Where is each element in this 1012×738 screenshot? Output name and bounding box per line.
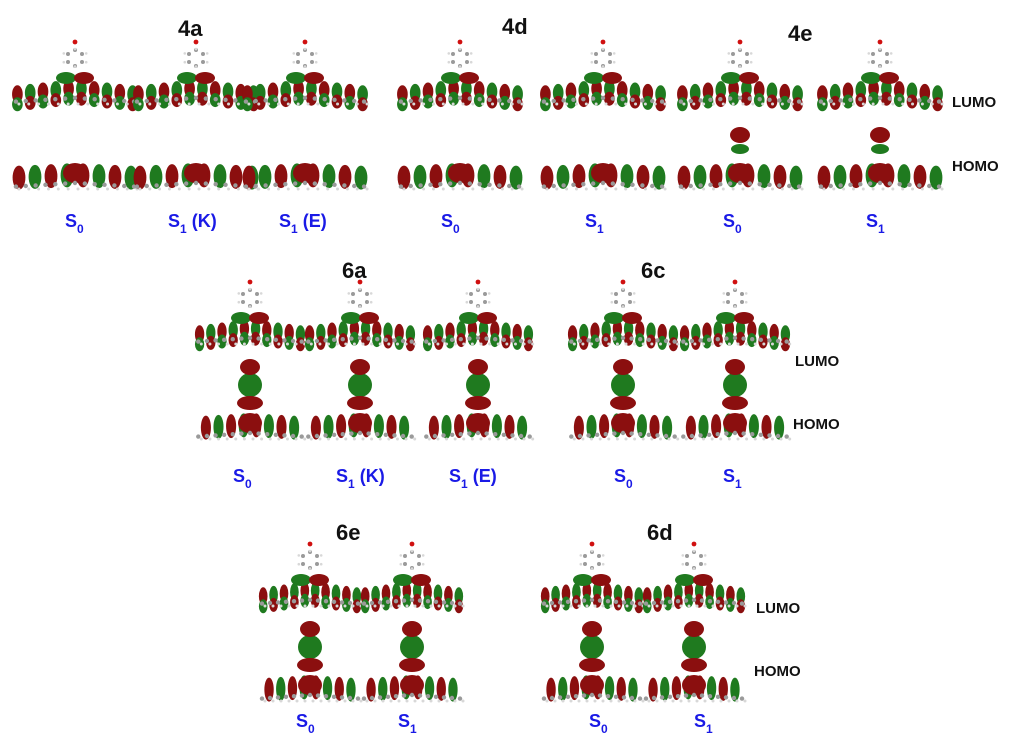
molecule-4a-s1e [242,40,369,191]
state-label-s1-k: S1 (K) [168,211,217,235]
state-label-s0: S0 [441,211,460,235]
molecule-4a-s0 [12,40,139,191]
compound-6c-title: 6c [641,258,665,284]
state-label-s0: S0 [233,466,252,490]
state-label-s1: S1 [585,211,604,235]
molecule-4e-s0 [677,40,804,191]
molecule-6e-s0 [259,542,363,703]
molecule-4d-s0 [397,40,524,191]
molecule-4e-s1 [817,40,944,191]
compound-6e-title: 6e [336,520,360,546]
state-label-s1-e: S1 (E) [449,466,497,490]
molecule-6a-s1k [305,280,416,441]
molecule-6c-s0 [568,280,679,441]
state-label-s1: S1 [694,711,713,735]
molecule-4d-s1 [540,40,667,191]
state-label-s0: S0 [614,466,633,490]
state-label-s1: S1 [398,711,417,735]
compound-4d-title: 4d [502,14,528,40]
molecule-6c-s1 [680,280,791,441]
compound-6a-title: 6a [342,258,366,284]
state-label-s0: S0 [296,711,315,735]
molecule-6a-s0 [195,280,306,441]
homo-label-row3: HOMO [754,663,801,680]
homo-label-row1: HOMO [952,158,999,175]
state-label-s1-k: S1 (K) [336,466,385,490]
state-label-s1: S1 [723,466,742,490]
state-label-s0: S0 [723,211,742,235]
state-label-s1: S1 [866,211,885,235]
compound-6d-title: 6d [647,520,673,546]
lumo-label-row3: LUMO [756,600,800,617]
lumo-label-row1: LUMO [952,94,996,111]
molecule-4a-s1k [133,40,260,191]
molecule-6d-s1 [643,542,747,703]
molecule-6d-s0 [541,542,645,703]
state-label-s0: S0 [65,211,84,235]
lumo-label-row2: LUMO [795,353,839,370]
molecule-6a-s1e [423,280,534,441]
homo-label-row2: HOMO [793,416,840,433]
state-label-s1-e: S1 (E) [279,211,327,235]
molecule-6e-s1 [361,542,465,703]
compound-4a-title: 4a [178,16,202,42]
state-label-s0: S0 [589,711,608,735]
compound-4e-title: 4e [788,21,812,47]
